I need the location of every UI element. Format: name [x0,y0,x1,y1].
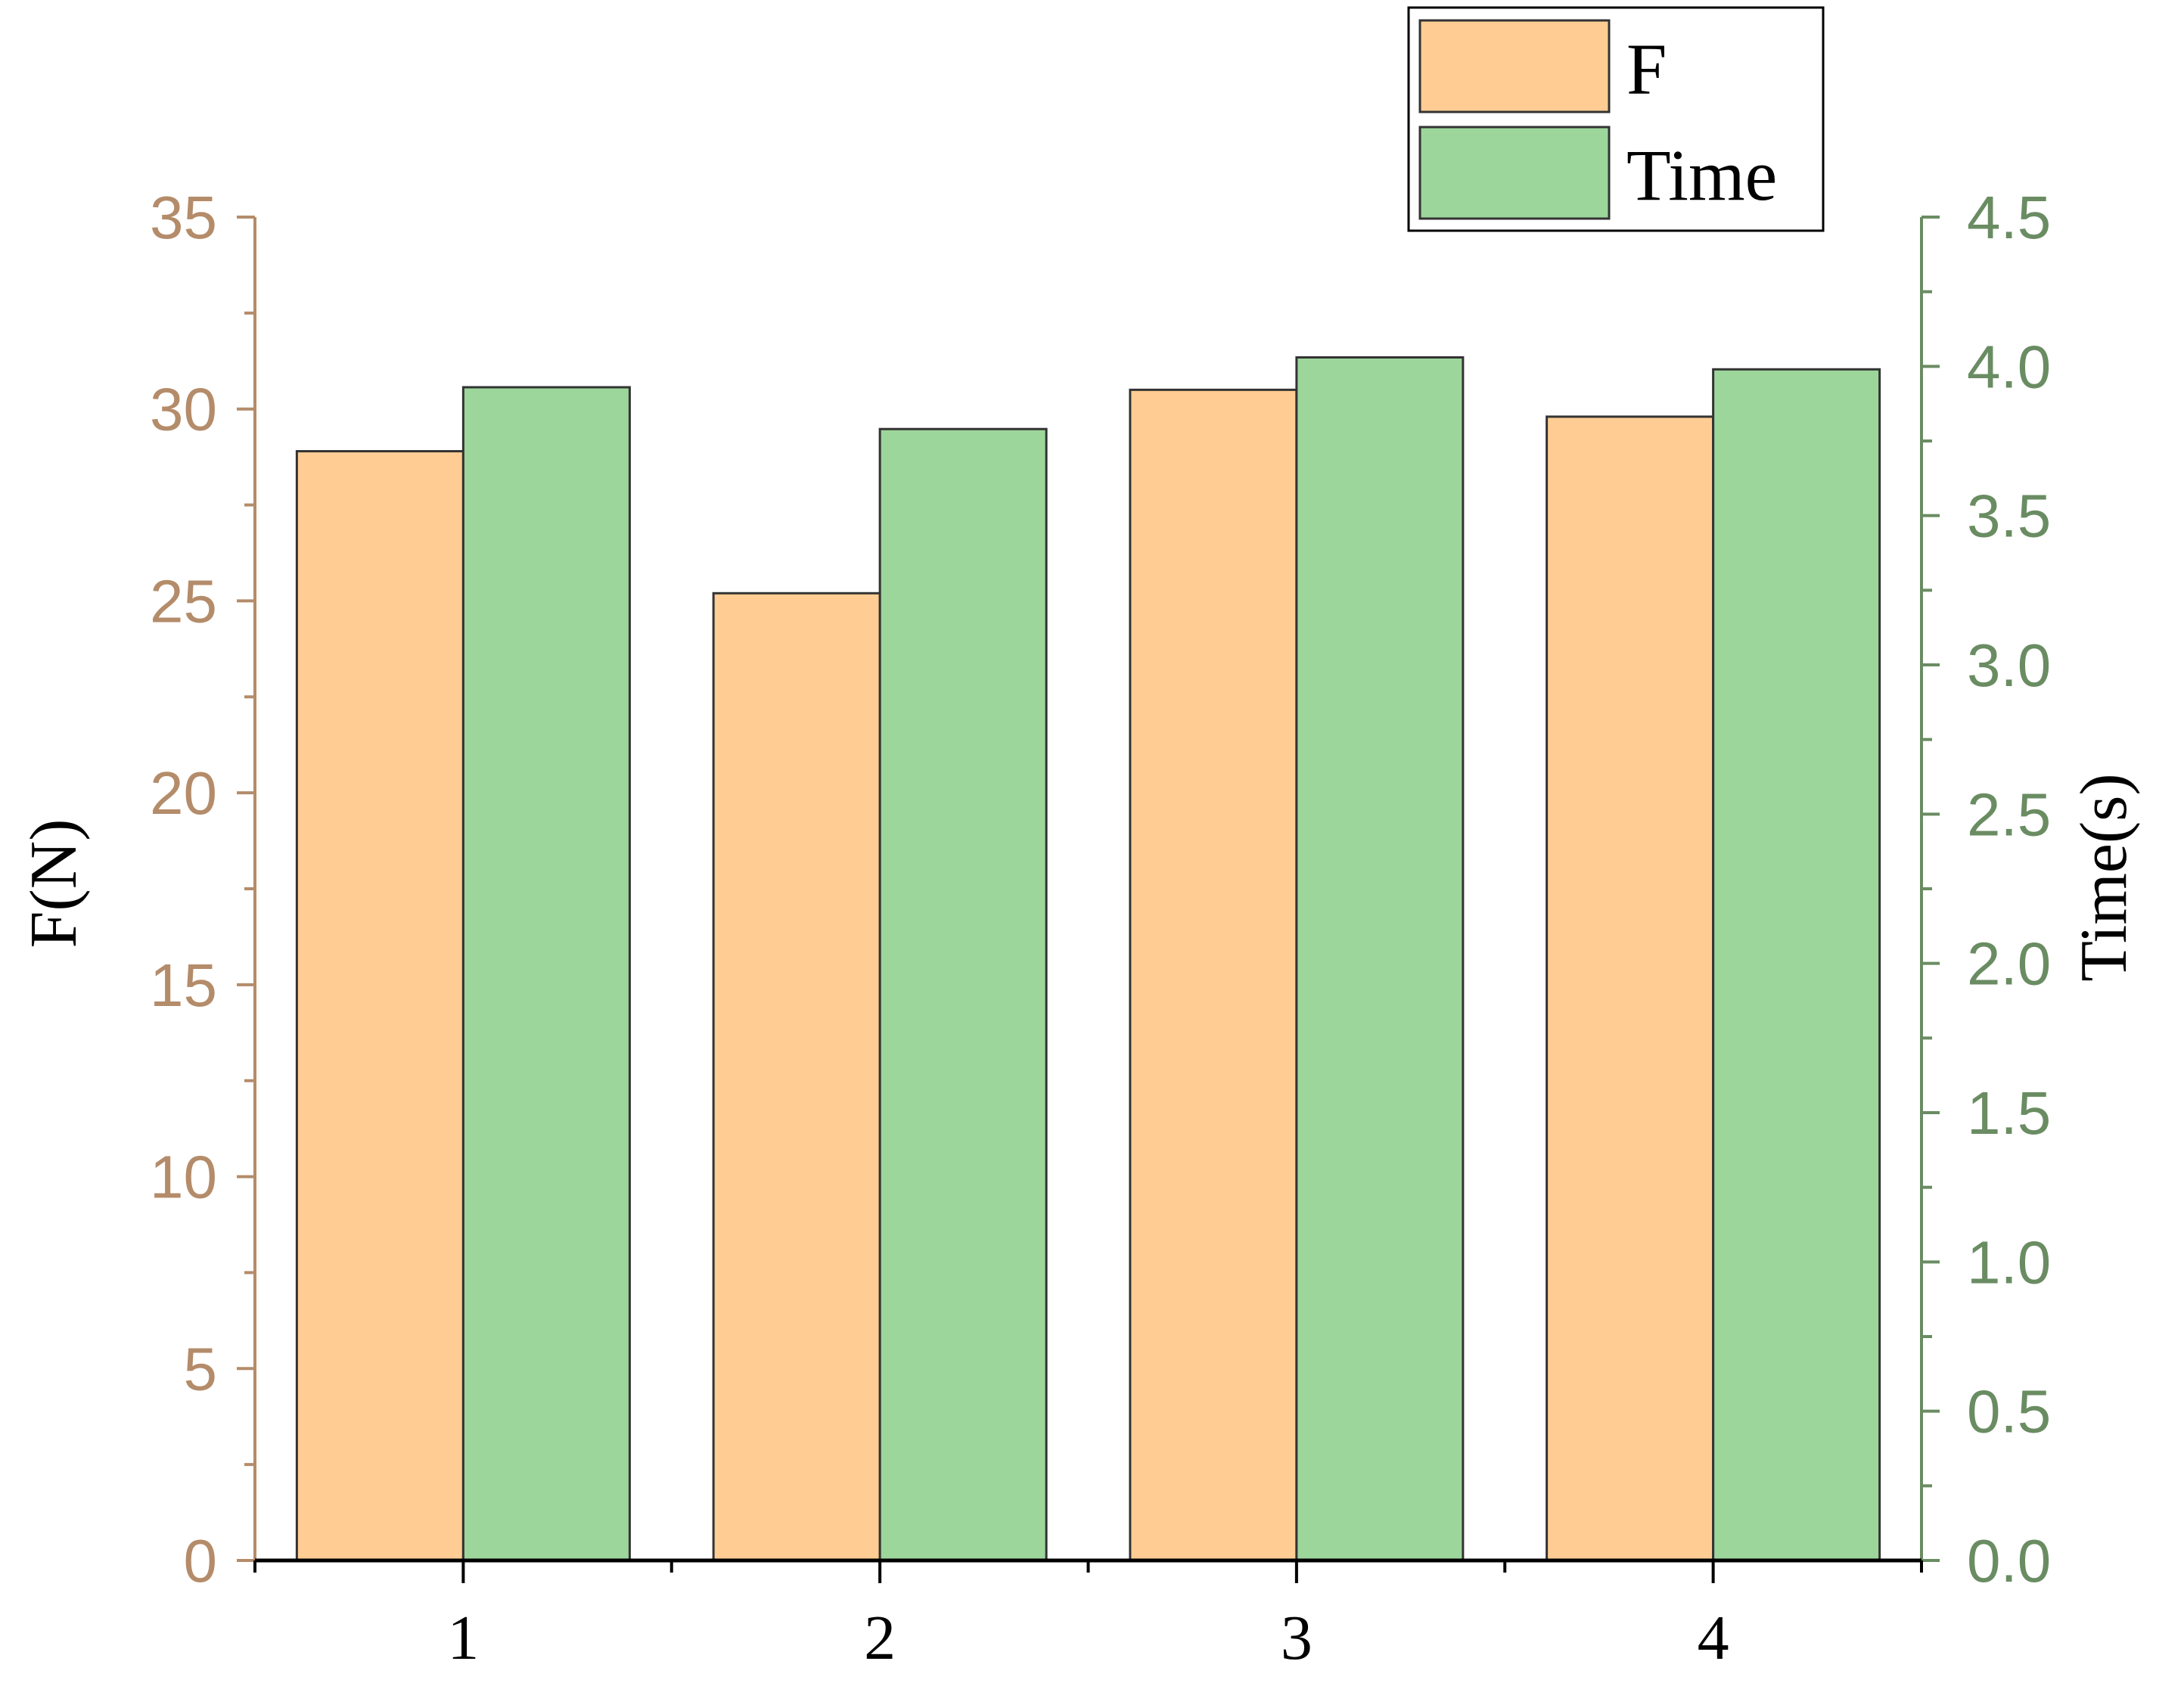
y-axis-right-title: Time(s) [2067,773,2141,981]
y-left-tick-label: 5 [184,1335,218,1402]
legend-label-time: Time [1626,135,1777,216]
x-tick-label: 3 [1281,1603,1313,1673]
y-right-tick-label: 4.5 [1967,184,2051,251]
axes-group: 0 5 10 15 20 25 30 35 0.0 0.5 1.0 1.5 2.0 2.5 3.0 3.5 4.… [150,184,2051,1673]
bar-f-4 [1546,415,1715,1562]
y-left-tick-label: 25 [150,567,217,635]
legend-label-f: F [1626,29,1667,110]
x-tick-label: 4 [1698,1603,1729,1673]
y-left-tick-label: 20 [150,759,217,827]
bar-f-1 [295,450,464,1562]
y-left-tick-label: 10 [150,1144,217,1211]
y-right-tick-label: 3.5 [1967,483,2051,550]
bars-group [295,356,1881,1562]
y-right-tick-label: 2.0 [1967,930,2051,998]
y-right-tick-label: 2.5 [1967,781,2051,848]
y-right-tick-label: 4.0 [1967,333,2051,400]
bar-time-2 [878,427,1048,1562]
y-left-tick-label: 30 [150,376,217,443]
y-right-tick-label: 1.0 [1967,1228,2051,1296]
legend-swatch-time [1418,126,1611,220]
bar-time-1 [461,386,631,1562]
y-right-tick-label: 3.0 [1967,632,2051,699]
y-left-tick-label: 35 [150,184,217,251]
bar-time-4 [1712,368,1881,1562]
legend-swatch-f [1418,19,1611,113]
bar-f-2 [712,592,881,1562]
y-axis-left-title: F(N) [17,818,91,948]
y-right-tick-label: 0.0 [1967,1527,2051,1595]
legend: F Time [1407,6,1825,232]
y-left-tick-label: 0 [184,1527,218,1595]
x-tick-label: 1 [447,1603,479,1673]
x-tick-label: 2 [864,1603,896,1673]
y-right-tick-label: 0.5 [1967,1378,2051,1445]
y-left-tick-label: 15 [150,952,217,1019]
bar-f-3 [1129,388,1298,1562]
y-right-tick-label: 1.5 [1967,1079,2051,1147]
bar-time-3 [1295,356,1465,1562]
